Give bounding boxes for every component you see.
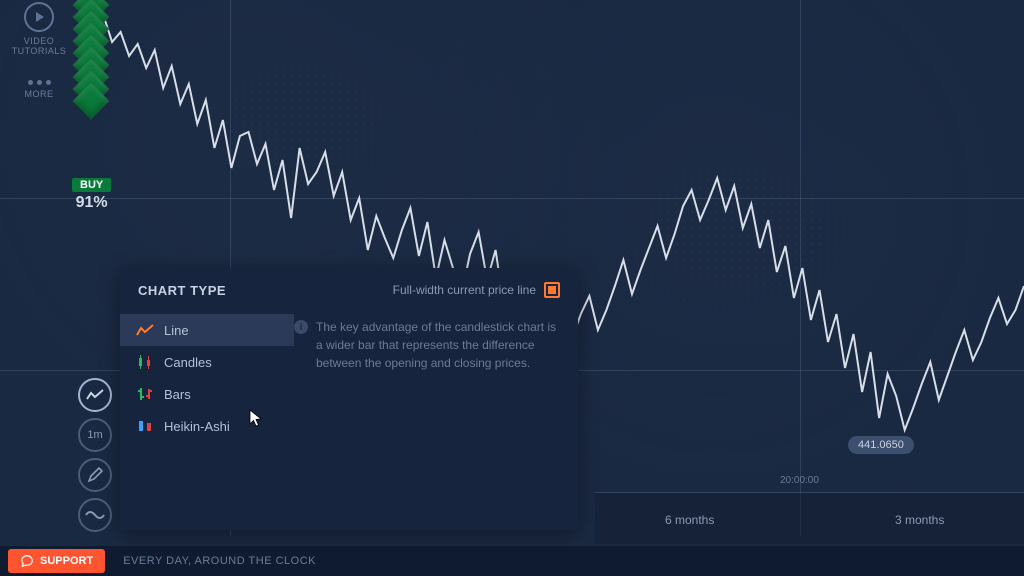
left-sidebar: VIDEO TUTORIALS MORE: [0, 0, 78, 99]
gridline-h: [0, 198, 1024, 199]
footer-text: EVERY DAY, AROUND THE CLOCK: [123, 555, 316, 567]
bars-icon: [136, 386, 154, 402]
heikin-icon: [136, 418, 154, 434]
type-label: Line: [164, 323, 189, 338]
buy-sentiment: BUY 91%: [72, 178, 111, 212]
video-tutorials-button[interactable]: VIDEO TUTORIALS: [12, 0, 67, 56]
streak-indicator: [78, 0, 104, 100]
chat-icon: [20, 554, 34, 568]
video-tutorials-label: VIDEO TUTORIALS: [12, 36, 67, 56]
chart-type-line[interactable]: Line: [120, 314, 294, 346]
range-3-months[interactable]: 3 months: [895, 513, 944, 527]
chart-tools: 1m: [78, 378, 112, 532]
more-label: MORE: [25, 89, 54, 99]
chart-type-bars[interactable]: Bars: [120, 378, 294, 410]
full-width-price-line-option[interactable]: Full-width current price line: [393, 282, 560, 298]
bottom-bar: SUPPORT EVERY DAY, AROUND THE CLOCK: [0, 546, 1024, 576]
line-icon: [136, 322, 154, 338]
support-button[interactable]: SUPPORT: [8, 549, 105, 573]
chart-type-list: Line Candles Bars Heikin-Ashi: [120, 310, 294, 530]
chart-type-heikin-ashi[interactable]: Heikin-Ashi: [120, 410, 294, 442]
more-icon: [25, 80, 54, 85]
info-icon: i: [294, 320, 308, 334]
option-label: Full-width current price line: [393, 283, 536, 297]
chart-type-popup: CHART TYPE Full-width current price line…: [120, 268, 578, 530]
chart-type-description: i The key advantage of the candlestick c…: [294, 310, 578, 530]
support-label: SUPPORT: [40, 555, 93, 567]
draw-button[interactable]: [78, 458, 112, 492]
candles-icon: [136, 354, 154, 370]
type-label: Bars: [164, 387, 191, 402]
cursor-icon: [248, 408, 264, 428]
current-price-label: 441.0650: [848, 436, 914, 454]
type-label: Candles: [164, 355, 212, 370]
chart-type-button[interactable]: [78, 378, 112, 412]
more-button[interactable]: MORE: [25, 60, 54, 99]
type-label: Heikin-Ashi: [164, 419, 230, 434]
time-axis: 20:00:00 6 months 3 months: [595, 492, 1024, 544]
popup-title: CHART TYPE: [138, 283, 226, 298]
buy-percentage: 91%: [72, 194, 111, 212]
timeframe-button[interactable]: 1m: [78, 418, 112, 452]
chart-type-candles[interactable]: Candles: [120, 346, 294, 378]
buy-label: BUY: [72, 178, 111, 192]
indicators-button[interactable]: [78, 498, 112, 532]
play-icon: [24, 2, 54, 32]
checkbox-icon: [544, 282, 560, 298]
gridline-v: [800, 0, 801, 536]
time-tick-label: 20:00:00: [780, 475, 819, 486]
range-6-months[interactable]: 6 months: [665, 513, 714, 527]
